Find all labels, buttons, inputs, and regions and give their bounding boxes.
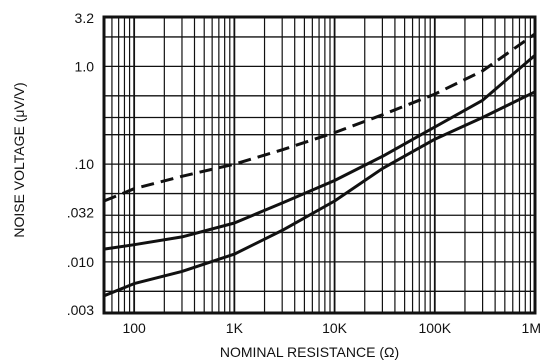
y-tick-labels: 3.2 1.0 .10 .032 .010 .003 xyxy=(67,10,94,318)
series-line-2 xyxy=(103,54,536,251)
x-tick-label: 1K xyxy=(226,320,244,336)
y-tick-label: .003 xyxy=(67,302,94,318)
y-tick-label: 1.0 xyxy=(75,58,95,74)
x-tick-label: 10K xyxy=(322,320,348,336)
grid xyxy=(103,17,535,313)
x-tick-labels: 100 1K 10K 100K 1M xyxy=(122,320,541,336)
x-tick-label: 100 xyxy=(122,320,146,336)
y-tick-label: .10 xyxy=(75,156,95,172)
x-tick-label: 1M xyxy=(522,320,541,336)
plot-frame xyxy=(102,15,537,315)
series-group xyxy=(103,32,536,298)
x-tick-label: 100K xyxy=(418,320,451,336)
y-tick-label: .010 xyxy=(67,254,94,270)
y-tick-label: 3.2 xyxy=(75,10,95,26)
y-tick-label: .032 xyxy=(67,205,94,221)
y-axis-label: NOISE VOLTAGE (μV/V) xyxy=(11,82,27,237)
series-line-3 xyxy=(103,90,536,298)
x-axis-label: NOMINAL RESISTANCE (Ω) xyxy=(220,344,399,360)
